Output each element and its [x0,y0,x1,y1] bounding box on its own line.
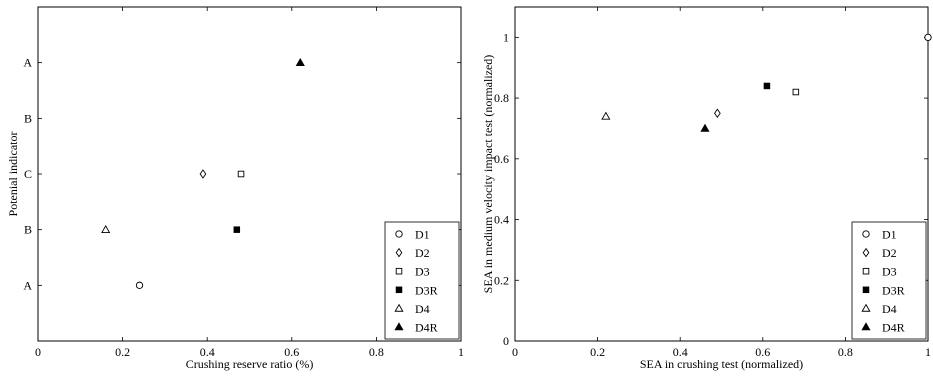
left-chart: 0 0.2 0.4 0.6 0.8 1 A B C B A Crushing reserve rati… [6,6,464,371]
legend-label-d3r: D3R [415,283,438,297]
legend-marker-d1 [395,230,403,238]
legend-marker-d2 [395,247,403,258]
legend-label-d4: D4 [415,302,430,316]
legend-label-d3r: D3R [882,283,905,297]
y-tick-label: 1 [503,30,509,44]
data-point-d1 [135,281,144,289]
y-tick-label: A [23,56,32,70]
legend-marker-d2 [862,247,870,258]
legend-marker-d4r [861,322,871,331]
data-point-d3 [237,170,245,178]
legend-marker-d4 [861,303,871,312]
y-tick-label: 0.8 [494,91,509,105]
data-point-d3r [763,82,771,90]
x-tick-label: 1 [458,345,464,359]
x-tick-label: 1 [925,345,931,359]
y-tick-label: 0.4 [494,213,509,227]
data-point-d2 [199,169,207,179]
legend-label-d4r: D4R [882,321,905,335]
x-tick-label: 0.2 [590,345,605,359]
legend-label-d3: D3 [882,265,897,279]
data-point-d4 [601,111,611,120]
data-point-d1 [924,33,932,42]
y-tick-label: 0 [503,334,509,348]
x-tick-label: 0.8 [838,345,853,359]
right-chart: 0 0.2 0.4 0.6 0.8 1 0 0.2 0.4 0.6 0.8 1 SEA in crush… [481,6,932,371]
legend: D1 D2 D3 D3R D4 D4R [851,221,927,340]
x-tick-label: 0 [35,345,41,359]
legend-marker-d3 [395,267,403,275]
y-tick-label: C [24,167,32,181]
x-tick-label: 0 [512,345,518,359]
legend-label-d2: D2 [882,246,897,260]
y-axis-label: SEA in medium velocity impact test (norm… [481,55,495,294]
legend-label-d3: D3 [415,265,430,279]
data-point-d3r [233,226,241,233]
x-tick-label: 0.2 [115,345,130,359]
legend-marker-d3 [862,267,870,275]
plot-frame [514,6,929,342]
data-point-d3 [792,88,800,96]
data-point-d4 [101,224,111,233]
legend: D1 D2 D3 D3R D4 D4R [384,221,460,340]
x-tick-label: 0.6 [284,345,299,359]
y-tick-label: 0.6 [494,152,509,166]
legend-box [851,221,927,340]
y-tick-label: 0.2 [494,273,509,287]
legend-label-d4: D4 [882,302,897,316]
legend-label-d4r: D4R [415,321,438,335]
x-axis-label: SEA in crushing test (normalized) [640,357,803,371]
legend-label-d1: D1 [882,228,897,242]
y-tick-label: A [23,278,32,292]
y-axis-label: Potenial indicator [6,132,20,217]
x-tick-label: 0.8 [369,345,384,359]
data-point-d2 [714,108,721,119]
legend-marker-d4 [394,303,404,312]
y-tick-label: B [24,223,32,237]
legend-label-d1: D1 [415,228,430,242]
x-axis-label: Crushing reserve ratio (%) [186,357,314,371]
x-tick-label: 0.4 [673,345,688,359]
legend-label-d2: D2 [415,246,430,260]
legend-marker-d4r [394,322,404,331]
legend-marker-d3r [862,286,870,294]
data-point-d4r [700,123,710,132]
data-point-d4r [295,57,305,66]
legend-marker-d3r [395,286,403,294]
legend-box [384,221,460,340]
y-tick-label: B [24,111,32,125]
x-tick-label: 0.6 [755,345,770,359]
x-tick-label: 0.4 [200,345,215,359]
legend-marker-d1 [862,230,870,238]
